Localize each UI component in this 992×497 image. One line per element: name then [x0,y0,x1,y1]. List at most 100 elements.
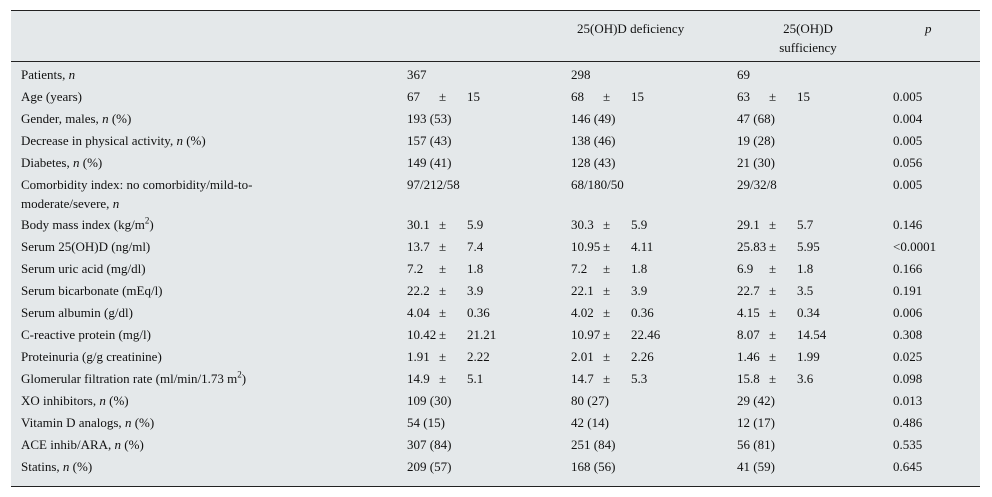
row-label-superscript: 2 [237,369,242,380]
cell-suff: 21 (30) [737,155,775,170]
row-label-text: Glomerular filtration rate (ml/min/1.73 … [21,371,238,386]
cell-p-value: 0.005 [893,177,923,192]
cell-suff: 12 (17) [737,415,775,430]
row-label-suffix: (%) [131,415,155,430]
table-row: C-reactive protein (mg/l) 10.42 ±21.21 10.9… [11,325,980,347]
mean-value: 30.1 [407,217,430,232]
row-label: Age (years) [21,87,321,106]
row-label-n: n [124,415,132,430]
cell-total: 54 (15) [407,415,445,430]
row-label-n: n [72,155,80,170]
cell-total: 209 (57) [407,459,452,474]
cell-p-value: 0.005 [893,133,923,148]
plus-minus-sign: ± [603,217,611,232]
sd-value: 7.4 [467,239,484,254]
sd-value: 0.36 [467,305,490,320]
header-deficiency: 25(OH)D deficiency [577,21,685,36]
table-row: Vitamin D analogs, n (%) 54 (15) 42 (14) 12… [11,413,980,435]
row-label-text: C-reactive protein (mg/l) [21,327,151,342]
table-row: Glomerular filtration rate (ml/min/1.73 … [11,369,980,391]
cell-defi: 68/180/50 [571,177,624,192]
mean-value: 13.7 [407,239,430,254]
row-label: Serum albumin (g/dl) [21,303,321,322]
cell-total: 109 (30) [407,393,452,408]
row-label: Statins, n (%) [21,457,321,476]
row-label-text: Serum bicarbonate (mEq/l) [21,283,163,298]
mean-sd-value: 1.91 ±2.22 [407,347,490,366]
table-row: Gender, males, n (%) 193 (53) 146 (49) 47 (… [11,109,980,131]
plus-minus-sign: ± [769,305,777,320]
row-label-n: n [99,393,106,408]
cell-total: 67 ±15 [407,87,480,106]
sd-value: 3.6 [797,371,814,386]
row-label: ACE inhib/ARA, n (%) [21,435,321,454]
cell-defi: 80 (27) [571,393,609,408]
cell-p-value: 0.025 [893,349,923,364]
cell-defi: 68 ±15 [571,87,644,106]
row-label-suffix: (%) [105,393,129,408]
cell-p-value: 0.146 [893,217,923,232]
plus-minus-sign: ± [603,371,611,386]
row-label-n: n [68,67,76,82]
sd-value: 14.54 [797,327,827,342]
cell-suff: 22.7 ±3.5 [737,281,813,300]
row-label-text: XO inhibitors, [21,393,100,408]
cell-p-value: 0.535 [893,437,923,452]
row-label-n: n [176,133,183,148]
table-row: Decrease in physical activity, n (%) 157 … [11,131,980,153]
row-label-text: Patients, [21,67,69,82]
cell-total: 157 (43) [407,133,452,148]
cell-total: 193 (53) [407,111,452,126]
table-row: Age (years) 67 ±15 68 ±15 63 ±15 0.005 [11,87,980,109]
mean-value: 29.1 [737,217,760,232]
top-rule [11,10,980,11]
row-label-text: Decrease in physical activity, [21,133,177,148]
cell-suff: 19 (28) [737,133,775,148]
row-label-suffix: (%) [121,437,144,452]
plus-minus-sign: ± [769,239,777,254]
row-label: Serum uric acid (mg/dl) [21,259,321,278]
mean-value: 2.01 [571,349,594,364]
sd-value: 0.34 [797,305,820,320]
mean-sd-value: 29.1 ±5.7 [737,215,813,234]
row-label-text: Statins, [21,459,63,474]
row-label: Patients, n [21,65,321,84]
plus-minus-sign: ± [439,283,447,298]
cell-total: 307 (84) [407,437,452,452]
mean-value: 6.9 [737,261,754,276]
mean-sd-value: 15.8 ±3.6 [737,369,813,388]
row-label: Serum 25(OH)D (ng/ml) [21,237,321,256]
cell-p-value: 0.006 [893,305,923,320]
row-label-text: Gender, males, [21,111,103,126]
sd-value: 15 [631,89,644,104]
row-label-text: Proteinuria (g/g creatinine) [21,349,162,364]
plus-minus-sign: ± [603,239,611,254]
mean-value: 22.2 [407,283,430,298]
plus-minus-sign: ± [439,327,447,342]
row-label: Comorbidity index: no comorbidity/mild-t… [21,175,321,213]
mean-sd-value: 67 ±15 [407,87,480,106]
table-row: Serum 25(OH)D (ng/ml) 13.7 ±7.4 10.95 ±4.11 2… [11,237,980,259]
cell-defi: 14.7 ±5.3 [571,369,647,388]
mean-sd-value: 8.07 ±14.54 [737,325,826,344]
cell-p-value: 0.013 [893,393,923,408]
plus-minus-sign: ± [603,283,611,298]
cell-p-value: 0.645 [893,459,923,474]
mean-sd-value: 4.15 ±0.34 [737,303,820,322]
header-sufficiency: 25(OH)D sufficiency [753,19,863,57]
mean-sd-value: 2.01 ±2.26 [571,347,654,366]
sd-value: 1.8 [797,261,814,276]
plus-minus-sign: ± [439,261,447,276]
mean-value: 67 [407,89,420,104]
cell-suff: 56 (81) [737,437,775,452]
mean-value: 4.02 [571,305,594,320]
row-label: XO inhibitors, n (%) [21,391,321,410]
row-label-text: Serum 25(OH)D (ng/ml) [21,239,151,254]
row-label: Proteinuria (g/g creatinine) [21,347,321,366]
cell-total: 30.1 ±5.9 [407,215,483,234]
sd-value: 5.3 [631,371,648,386]
cell-total: 1.91 ±2.22 [407,347,490,366]
mean-value: 1.91 [407,349,430,364]
table-row: Body mass index (kg/m2) 30.1 ±5.9 30.3 ±5.9 2… [11,215,980,237]
plus-minus-sign: ± [769,371,777,386]
